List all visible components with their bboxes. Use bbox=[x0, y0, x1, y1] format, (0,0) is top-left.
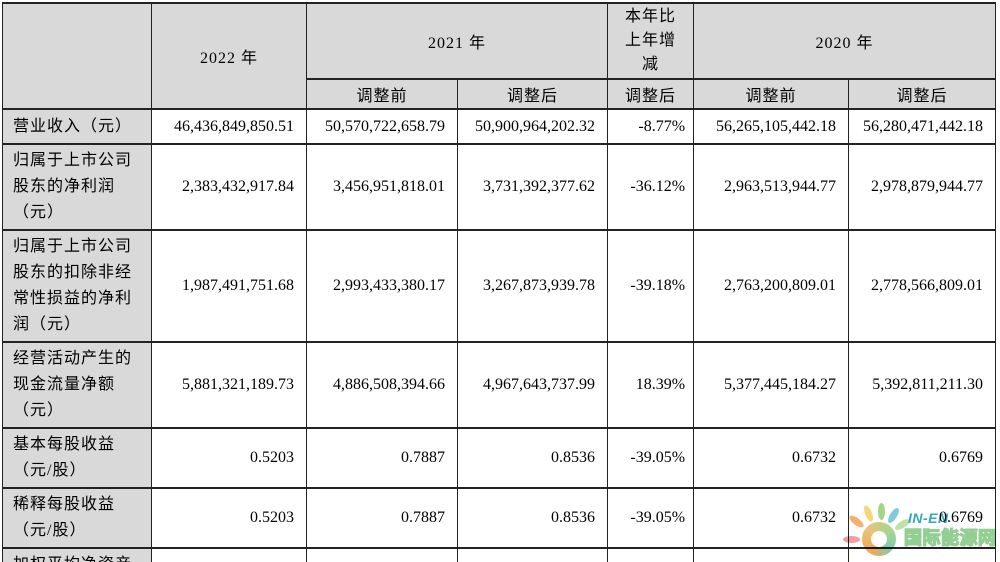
cell-2021-before: 2,993,433,380.17 bbox=[306, 229, 458, 343]
cell-yoy: -39.18% bbox=[607, 229, 695, 343]
cell-2021-before: 0.7887 bbox=[306, 487, 458, 549]
cell-2020-after: 2,978,879,944.77 bbox=[848, 143, 997, 231]
cell-yoy: -36.12% bbox=[607, 143, 695, 231]
table-row: 归属于上市公司股东的净利润（元） 2,383,432,917.84 3,456,… bbox=[2, 143, 997, 231]
cell-2022: 2,383,432,917.84 bbox=[151, 143, 307, 231]
table-row: 归属于上市公司股东的扣除非经常性损益的净利润（元） 1,987,491,751.… bbox=[2, 229, 997, 343]
cell-2020-after: 56,280,471,442.18 bbox=[848, 108, 997, 145]
cell-2021-before: 4,886,508,394.66 bbox=[306, 341, 458, 429]
cell-2020-after: 5,392,811,211.30 bbox=[848, 341, 997, 429]
cell-2022: 0.5203 bbox=[151, 487, 307, 549]
row-label-net-profit: 归属于上市公司股东的净利润（元） bbox=[2, 143, 152, 231]
cell-2021-after: 3,731,392,377.62 bbox=[456, 143, 609, 231]
cell-2021-before: 3,456,951,818.01 bbox=[306, 143, 458, 231]
cell-2020-before: 5,377,445,184.27 bbox=[693, 341, 850, 429]
table-row: 加权平均净资产收益率 6.38% 10.72% 11.55% -5.17% 9.… bbox=[2, 547, 997, 562]
cell-2020-before: 0.6732 bbox=[693, 487, 850, 549]
header-year-2022: 2022 年 bbox=[151, 2, 307, 110]
cell-2021-after: 50,900,964,202.32 bbox=[456, 108, 609, 145]
cell-2021-before: 50,570,722,658.79 bbox=[306, 108, 458, 145]
cell-2022: 0.5203 bbox=[151, 427, 307, 489]
cell-yoy: -8.77% bbox=[607, 108, 695, 145]
subheader-yoy-adjust-after: 调整后 bbox=[607, 78, 695, 110]
subheader-2020-adjust-before: 调整前 bbox=[693, 78, 850, 110]
header-year-2021: 2021 年 bbox=[305, 2, 609, 80]
cell-2020-after: 2,778,566,809.01 bbox=[848, 229, 997, 343]
table-row: 营业收入（元） 46,436,849,850.51 50,570,722,658… bbox=[2, 108, 997, 145]
header-yoy-change: 本年比上年增减 bbox=[607, 2, 695, 80]
cell-2021-after: 4,967,643,737.99 bbox=[456, 341, 609, 429]
row-label-revenue: 营业收入（元） bbox=[2, 108, 152, 145]
cell-2022: 1,987,491,751.68 bbox=[151, 229, 307, 343]
row-label-diluted-eps: 稀释每股收益（元/股） bbox=[2, 487, 152, 549]
row-label-basic-eps: 基本每股收益（元/股） bbox=[2, 427, 152, 489]
cell-2021-after: 11.55% bbox=[456, 547, 609, 562]
cell-2020-before: 2,763,200,809.01 bbox=[693, 229, 850, 343]
table-row: 稀释每股收益（元/股） 0.5203 0.7887 0.8536 -39.05%… bbox=[2, 487, 997, 549]
cell-2022: 5,881,321,189.73 bbox=[151, 341, 307, 429]
cell-yoy: -39.05% bbox=[607, 427, 695, 489]
cell-2021-after: 0.8536 bbox=[456, 487, 609, 549]
cell-2020-before: 0.6732 bbox=[693, 427, 850, 489]
subheader-2021-adjust-before: 调整前 bbox=[306, 78, 458, 110]
row-label-deducted-net-profit: 归属于上市公司股东的扣除非经常性损益的净利润（元） bbox=[2, 229, 152, 343]
cell-yoy: -39.05% bbox=[607, 487, 695, 549]
cell-2021-before: 0.7887 bbox=[306, 427, 458, 489]
cell-2020-after: 9.57% bbox=[848, 547, 997, 562]
cell-2020-after: 0.6769 bbox=[848, 427, 997, 489]
cell-2022: 6.38% bbox=[151, 547, 307, 562]
cell-yoy: -5.17% bbox=[607, 547, 695, 562]
subheader-2021-adjust-after: 调整后 bbox=[456, 78, 609, 110]
cell-2020-before: 9.51% bbox=[693, 547, 850, 562]
corner-cell bbox=[2, 2, 152, 110]
cell-2020-before: 56,265,105,442.18 bbox=[693, 108, 850, 145]
cell-2021-before: 10.72% bbox=[306, 547, 458, 562]
cell-2021-after: 0.8536 bbox=[456, 427, 609, 489]
cell-2020-before: 2,963,513,944.77 bbox=[693, 143, 850, 231]
header-year-2020: 2020 年 bbox=[693, 2, 997, 80]
row-label-weighted-avg-roe: 加权平均净资产收益率 bbox=[2, 547, 152, 562]
cell-2021-after: 3,267,873,939.78 bbox=[456, 229, 609, 343]
cell-yoy: 18.39% bbox=[607, 341, 695, 429]
table-row: 经营活动产生的现金流量净额（元） 5,881,321,189.73 4,886,… bbox=[2, 341, 997, 429]
row-label-operating-cash-flow: 经营活动产生的现金流量净额（元） bbox=[2, 341, 152, 429]
cell-2022: 46,436,849,850.51 bbox=[151, 108, 307, 145]
cell-2020-after: 0.6769 bbox=[848, 487, 997, 549]
subheader-2020-adjust-after: 调整后 bbox=[848, 78, 997, 110]
table-row: 基本每股收益（元/股） 0.5203 0.7887 0.8536 -39.05%… bbox=[2, 427, 997, 489]
